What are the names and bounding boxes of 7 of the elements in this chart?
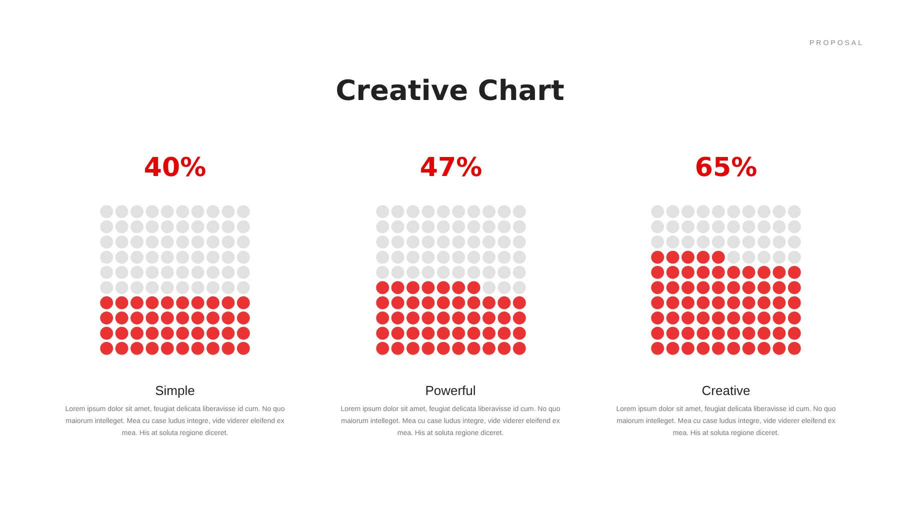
category-label: Simple	[154, 383, 196, 398]
category-label: Creative	[700, 383, 752, 398]
text: Creative Chart	[334, 74, 566, 107]
data-label: 47%	[419, 153, 482, 183]
category-label: Powerful	[424, 383, 477, 398]
data-label: 40%	[144, 153, 206, 183]
data-label: 65%	[694, 153, 758, 183]
